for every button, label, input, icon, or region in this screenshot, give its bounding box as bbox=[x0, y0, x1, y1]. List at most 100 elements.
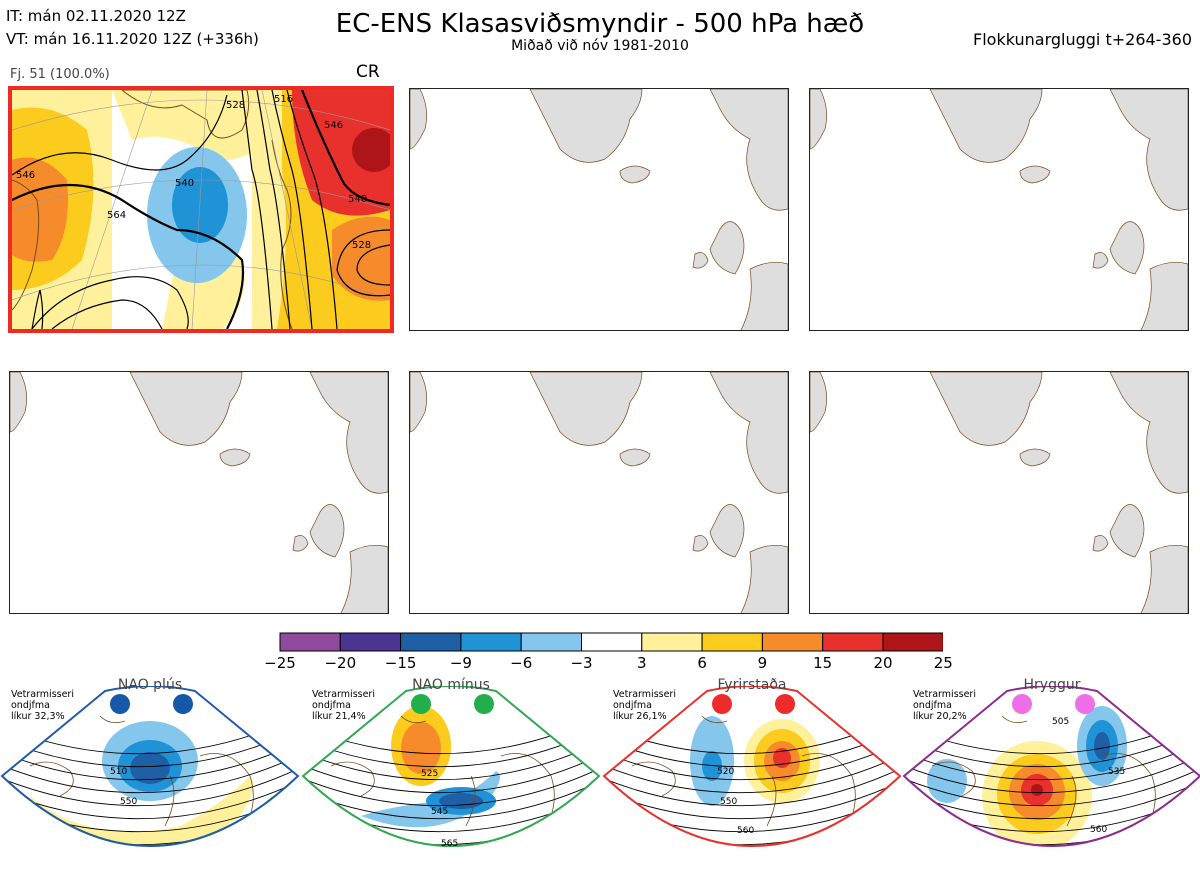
classification-window: Flokkunargluggi t+264-360 bbox=[973, 30, 1192, 49]
colorbar-tick-label: −6 bbox=[510, 654, 533, 672]
colorbar-tick-label: 9 bbox=[757, 654, 768, 672]
regime-map-shape bbox=[303, 767, 599, 807]
valid-time: VT: mán 16.11.2020 12Z (+336h) bbox=[6, 30, 259, 48]
map-panel-2[interactable] bbox=[409, 88, 789, 331]
regime-info-line: Vetrarmisseri bbox=[913, 689, 976, 700]
regime-map-shape bbox=[904, 767, 1200, 807]
colorbar-tick-label: −9 bbox=[449, 654, 472, 672]
regime-info: Vetrarmisseri ondjfma líkur 20,2% bbox=[913, 689, 976, 722]
panel-member-label: Fj. 51 (100.0%) bbox=[10, 67, 110, 82]
map-panel-1[interactable]: 546 564 540 516 546 540 528 528 bbox=[8, 86, 394, 333]
regime-map-shape bbox=[474, 694, 494, 714]
colorbar-swatch bbox=[279, 632, 341, 652]
regime-map-shape bbox=[130, 752, 170, 784]
contour-label: 510 bbox=[110, 767, 127, 777]
regime-info: Vetrarmisseri ondjfma líkur 32,3% bbox=[11, 689, 74, 722]
colorbar-tick-label: −20 bbox=[324, 654, 357, 672]
contour-label: 545 bbox=[431, 807, 448, 817]
regime-fan-map: 505 535 560 bbox=[902, 686, 1200, 859]
regime-map-shape bbox=[1075, 694, 1095, 714]
contour-label: 540 bbox=[175, 178, 194, 189]
regime-map-shape bbox=[110, 694, 130, 714]
regime-map-shape bbox=[604, 780, 900, 820]
contour-label: 540 bbox=[348, 194, 367, 205]
contour-label: 564 bbox=[107, 210, 126, 221]
map-land bbox=[10, 372, 388, 613]
colorbar-tick-label: −25 bbox=[264, 654, 296, 672]
colorbar-swatch bbox=[882, 632, 943, 652]
regime-info-line: líkur 21,4% bbox=[312, 711, 366, 722]
colorbar bbox=[279, 632, 943, 652]
regime-map-shape bbox=[2, 754, 298, 794]
map-panel-5[interactable] bbox=[409, 371, 789, 614]
regime-map-shape bbox=[439, 793, 483, 809]
regime-map-shape bbox=[702, 751, 722, 781]
regime-map-shape bbox=[400, 715, 427, 724]
regime-map-shape bbox=[701, 715, 728, 724]
contour-label: 528 bbox=[352, 240, 371, 251]
colorbar-swatch bbox=[641, 632, 703, 652]
regime-name: Hryggur bbox=[1023, 677, 1081, 693]
contour-label: 560 bbox=[1090, 825, 1107, 835]
map-land bbox=[810, 89, 1188, 330]
contour-label: 546 bbox=[324, 120, 343, 131]
regime-map-shape bbox=[775, 694, 795, 714]
init-time: IT: mán 02.11.2020 12Z bbox=[6, 7, 186, 25]
regime-map-shape bbox=[904, 780, 1200, 820]
page-subtitle: Miðað við nóv 1981-2010 bbox=[511, 38, 689, 54]
regime-map-shape bbox=[303, 754, 599, 794]
contour-label: 525 bbox=[421, 769, 438, 779]
map-panel-6[interactable] bbox=[809, 371, 1189, 614]
page-title: EC-ENS Klasasviðsmyndir - 500 hPa hæð bbox=[335, 9, 865, 39]
map-land bbox=[410, 372, 788, 613]
colorbar-swatch bbox=[400, 632, 462, 652]
colorbar-swatch bbox=[581, 632, 643, 652]
contour-label: 505 bbox=[1052, 717, 1069, 727]
regime-map-shape bbox=[904, 741, 1200, 781]
regime-info-line: Vetrarmisseri bbox=[613, 689, 676, 700]
regime-name: NAO plús bbox=[117, 677, 183, 693]
colorbar-tick-label: 6 bbox=[697, 654, 707, 672]
regime-name: Fyrirstaða bbox=[717, 677, 787, 693]
regime-map-shape bbox=[712, 694, 732, 714]
regime-map-shape bbox=[411, 694, 431, 714]
regime-info: Vetrarmisseri ondjfma líkur 21,4% bbox=[312, 689, 375, 722]
colorbar-tick-label: 15 bbox=[813, 654, 833, 672]
colorbar-tick-label: 20 bbox=[873, 654, 893, 672]
contour-label: 520 bbox=[717, 767, 734, 777]
colorbar-swatch bbox=[339, 632, 402, 652]
regime-map-shape bbox=[29, 761, 74, 797]
colorbar-tick-label: −3 bbox=[570, 654, 593, 672]
map-land bbox=[410, 89, 788, 330]
regime-map-shape bbox=[1094, 732, 1110, 760]
regime-map-shape bbox=[1001, 715, 1028, 724]
regime-map-shape bbox=[0, 686, 300, 847]
regime-map-shape bbox=[465, 775, 476, 827]
regime-map-shape bbox=[1012, 849, 1042, 859]
colorbar-tick-label: 25 bbox=[933, 654, 953, 672]
regime-info: Vetrarmisseri ondjfma líkur 26,1% bbox=[613, 689, 676, 722]
contour-label: 516 bbox=[274, 94, 293, 105]
regime-map-shape bbox=[604, 741, 900, 781]
regime-info-line: ondjfma bbox=[11, 700, 50, 711]
regime-map-shape bbox=[773, 748, 791, 768]
colorbar-tick-label: 3 bbox=[637, 654, 647, 672]
regime-fan-map: 525 545 565 bbox=[301, 686, 601, 849]
regime-map-shape bbox=[99, 715, 126, 724]
regime-map-shape bbox=[931, 761, 976, 797]
contour-label: 565 bbox=[441, 839, 458, 849]
regime-info-line: ondjfma bbox=[312, 700, 351, 711]
contour-label: 528 bbox=[226, 100, 245, 111]
regime-map-shape bbox=[631, 761, 676, 797]
map-panel-3[interactable] bbox=[809, 88, 1189, 331]
regime-fan-map: 520 550 560 bbox=[602, 686, 902, 847]
regime-info-line: ondjfma bbox=[913, 700, 952, 711]
map-panel-4[interactable] bbox=[9, 371, 389, 614]
regime-map-shape bbox=[1031, 784, 1043, 796]
regime-map-shape bbox=[303, 780, 599, 820]
colorbar-swatch bbox=[701, 632, 763, 652]
contour-label: 550 bbox=[120, 797, 137, 807]
regime-map-shape bbox=[604, 767, 900, 807]
regime-map-shape bbox=[1066, 775, 1077, 827]
contour-label: 560 bbox=[737, 826, 754, 836]
